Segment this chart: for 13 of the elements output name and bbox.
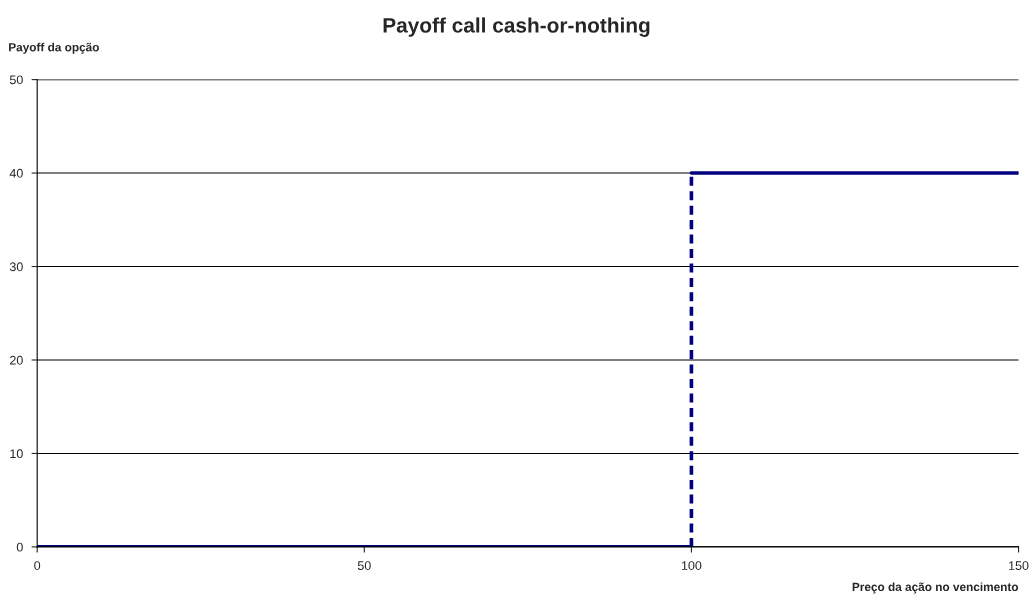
y-axis-title: Payoff da opção xyxy=(9,42,99,54)
x-tick-label: 50 xyxy=(357,561,371,570)
y-tick-label: 50 xyxy=(9,75,23,85)
y-tick-label: 40 xyxy=(9,168,23,178)
chart-title: Payoff call cash-or-nothing xyxy=(383,17,650,37)
y-tick-label: 20 xyxy=(10,355,23,365)
y-tick-label: 0 xyxy=(16,542,23,552)
y-tick-label: 30 xyxy=(9,262,23,272)
y-tick-label: 10 xyxy=(10,449,23,459)
x-tick-label: 100 xyxy=(681,561,702,570)
x-tick-label: 0 xyxy=(34,561,41,570)
x-axis-title: Preço da ação no vencimento xyxy=(852,582,1019,594)
x-tick-label: 150 xyxy=(1009,561,1029,570)
